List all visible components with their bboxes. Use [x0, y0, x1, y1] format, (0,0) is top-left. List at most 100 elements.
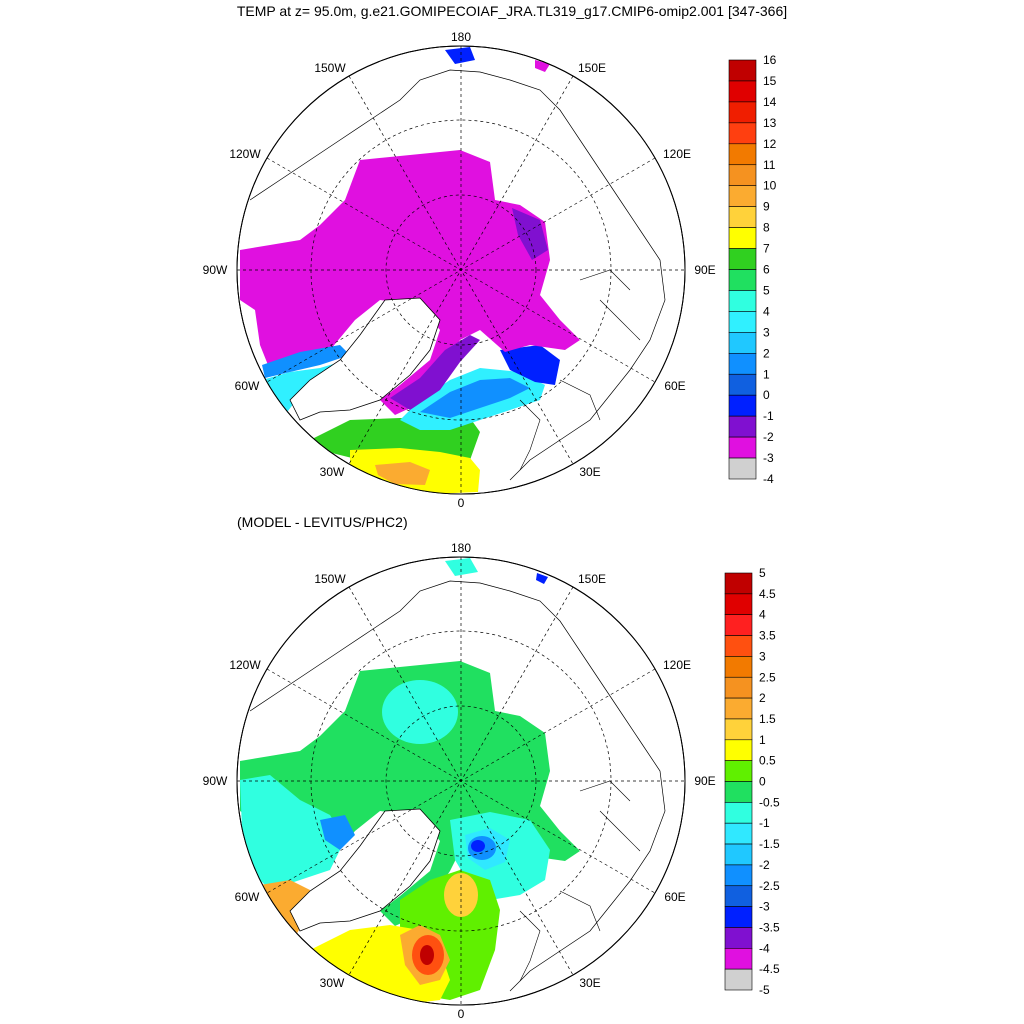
bottom-colorbar-swatch: [724, 656, 753, 678]
bottom-label-0: 0: [458, 1007, 465, 1021]
bottom-colorbar-tick-label: -1.5: [759, 837, 780, 851]
top-colorbar-tick-label: 6: [763, 263, 770, 277]
top-colorbar-swatch: [728, 164, 757, 187]
top-label-150e: 150E: [578, 61, 606, 75]
bottom-colorbar-swatch: [724, 697, 753, 720]
top-colorbar-tick-label: 3: [763, 325, 770, 339]
top-coastline: [249, 69, 666, 481]
bottom-colorbar-tick-label: 2: [759, 691, 766, 705]
bottom-colorbar-tick-label: 1: [759, 733, 766, 747]
bottom-colorbar-swatch: [724, 635, 753, 657]
top-colorbar-swatch: [728, 80, 757, 103]
top-colorbar-tick-label: -2: [763, 430, 774, 444]
top-colorbar-swatch: [728, 227, 757, 249]
bottom-colorbar-swatch: [724, 864, 753, 887]
bottom-label-30w: 30W: [320, 976, 345, 990]
top-colorbar-swatch: [728, 415, 757, 438]
figure-title: TEMP at z= 95.0m, g.e21.GOMIPECOIAF_JRA.…: [236, 3, 788, 19]
bottom-label-120w: 120W: [229, 658, 261, 672]
bottom-colorbar-tick-label: 4.5: [759, 587, 776, 601]
bottom-label-90e: 90E: [694, 774, 715, 788]
bottom-label-120e: 120E: [663, 658, 691, 672]
top-label-120e: 120E: [663, 147, 691, 161]
bottom-label-60w: 60W: [235, 890, 260, 904]
top-colorbar-swatch: [728, 352, 757, 375]
bottom-colorbar-swatch: [724, 614, 753, 636]
top-colorbar-tick-label: 11: [763, 158, 776, 172]
bottom-colorbar-tick-label: -3.5: [759, 920, 780, 934]
bottom-label-60e: 60E: [664, 890, 685, 904]
top-colorbar-swatch: [728, 394, 757, 417]
bottom-colorbar-swatch: [724, 718, 753, 741]
bottom-field-baffin-cyan: [240, 775, 345, 890]
top-label-30w: 30W: [320, 465, 345, 479]
top-temperature-map: 180 0 150W 150E 120W 120E 90W 90E 60W 60…: [203, 30, 716, 510]
bottom-field-beaufort-cyan: [382, 680, 458, 744]
top-colorbar-tick-label: 12: [763, 137, 777, 151]
bottom-colorbar-tick-label: -2.5: [759, 879, 780, 893]
bottom-colorbar-swatch: [724, 885, 753, 907]
bottom-colorbar-swatch: [724, 593, 753, 615]
top-label-150w: 150W: [314, 61, 346, 75]
top-colorbar-tick-label: 4: [763, 304, 770, 318]
top-colorbar-tick-label: 2: [763, 346, 770, 360]
top-colorbar-swatch: [728, 373, 757, 396]
top-colorbar-swatch: [728, 311, 757, 333]
bottom-colorbar-tick-label: 0.5: [759, 754, 776, 768]
bottom-colorbar-tick-label: -4: [759, 941, 770, 955]
top-field-purple-rim: [390, 335, 480, 410]
bottom-field-atlantic-darkred: [420, 945, 434, 965]
top-colorbar-swatch: [728, 206, 757, 228]
top-field-nordic-blue: [420, 378, 530, 418]
top-colorbar-tick-label: -3: [763, 451, 774, 465]
bottom-label-150w: 150W: [314, 572, 346, 586]
bottom-colorbar-swatch: [724, 906, 753, 928]
bottom-colorbar-tick-label: 5: [759, 566, 766, 580]
bottom-colorbar-tick-label: -1: [759, 816, 770, 830]
top-colorbar-swatch: [728, 122, 757, 145]
top-colorbar-tick-label: 15: [763, 74, 777, 88]
top-colorbar-swatch: [728, 332, 757, 354]
top-label-180: 180: [451, 30, 471, 44]
top-label-30e: 30E: [579, 465, 600, 479]
bottom-label-150e: 150E: [578, 572, 606, 586]
top-colorbar-tick-label: 0: [763, 388, 770, 402]
bottom-field-baffin-blue: [320, 815, 355, 850]
bottom-colorbar-swatch: [724, 676, 753, 699]
top-colorbar-tick-label: 16: [763, 53, 777, 67]
bottom-colorbar-swatch: [724, 947, 753, 970]
bottom-colorbar-tick-label: 2.5: [759, 670, 776, 684]
bottom-colorbar-tick-label: -4.5: [759, 962, 780, 976]
bottom-colorbar-tick-label: 4: [759, 608, 766, 622]
top-colorbar-swatch: [728, 101, 757, 124]
top-field-atlantic-orange: [375, 462, 430, 485]
bottom-colorbar-tick-label: 1.5: [759, 712, 776, 726]
top-field-labrador-blue: [262, 345, 350, 378]
top-colorbar-swatch: [728, 248, 757, 270]
bottom-colorbar-swatch: [724, 781, 753, 803]
top-colorbar-tick-label: 9: [763, 200, 770, 214]
top-colorbar-swatch: [728, 143, 757, 166]
bottom-colorbar-tick-label: 0: [759, 775, 766, 789]
top-field-bering: [445, 47, 475, 64]
bottom-colorbar-swatch: [724, 968, 753, 991]
top-colorbar-tick-label: 13: [763, 116, 777, 130]
bottom-difference-map: 180 0 150W 150E 120W 120E 90W 90E 60W 60…: [203, 541, 716, 1021]
bottom-colorbar-swatch: [724, 927, 753, 949]
top-greenland-land: [289, 297, 441, 421]
bottom-colorbar-tick-label: -0.5: [759, 795, 780, 809]
top-colorbar-tick-label: 8: [763, 221, 770, 235]
difference-panel-title: (MODEL - LEVITUS/PHC2): [237, 514, 408, 530]
top-label-90w: 90W: [203, 263, 228, 277]
bottom-colorbar-swatch: [724, 843, 753, 866]
top-colorbar-swatch: [728, 185, 757, 207]
top-label-90e: 90E: [694, 263, 715, 277]
bottom-colorbar: 5 4.5 4 3.5 3 2.5 2 1.5 1 0.5 0 -0.5 -1 -1.5 -2 -2.5 -3 -…: [724, 566, 780, 997]
bottom-colorbar-swatch: [724, 760, 753, 782]
top-colorbar-swatch: [728, 290, 757, 312]
top-label-0: 0: [458, 496, 465, 510]
bottom-label-30e: 30E: [579, 976, 600, 990]
bottom-label-180: 180: [451, 541, 471, 555]
